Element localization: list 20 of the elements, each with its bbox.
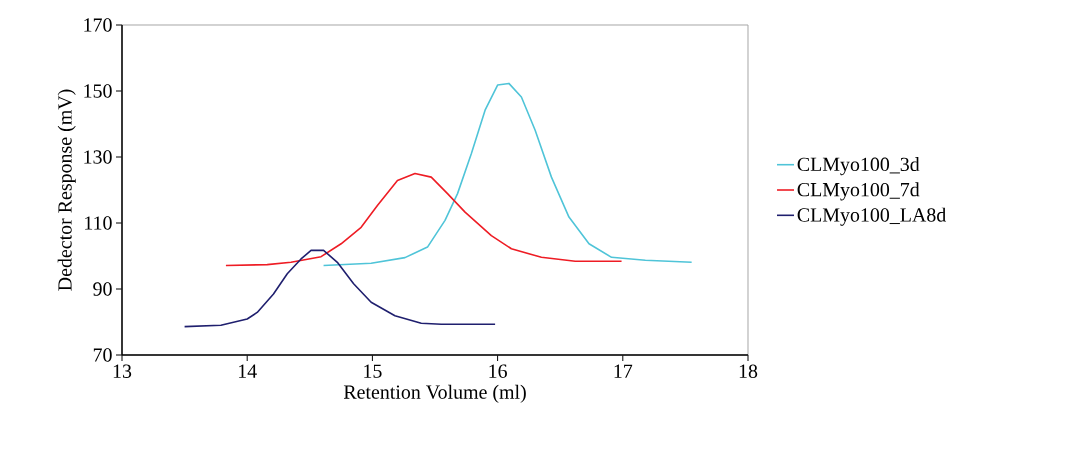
x-tick-label: 18 [739,364,758,378]
line-series [322,82,693,267]
line-series [225,172,623,267]
x-tick-label: 13 [113,364,132,378]
x-tick-label: 14 [238,364,257,378]
y-tick-label: 150 [84,84,112,98]
y-axis-title: Dedector Response (mV) [57,89,76,291]
line-series [183,249,496,328]
y-tick-label: 130 [84,150,112,164]
x-tick-label: 17 [614,364,633,378]
legend-label: CLMyo100_7d [797,182,920,201]
x-axis-title: Retention Volume (ml) [343,384,526,403]
y-tick-label: 110 [85,216,112,230]
y-tick-label: 90 [93,282,112,296]
legend-label: CLMyo100_3d [797,157,920,176]
y-tick-label: 70 [93,348,112,362]
x-tick-label: 16 [489,364,507,378]
y-tick-label: 170 [84,18,112,32]
legend-label: CLMyo100_LA8d [797,207,947,226]
x-tick-label: 15 [364,364,382,378]
